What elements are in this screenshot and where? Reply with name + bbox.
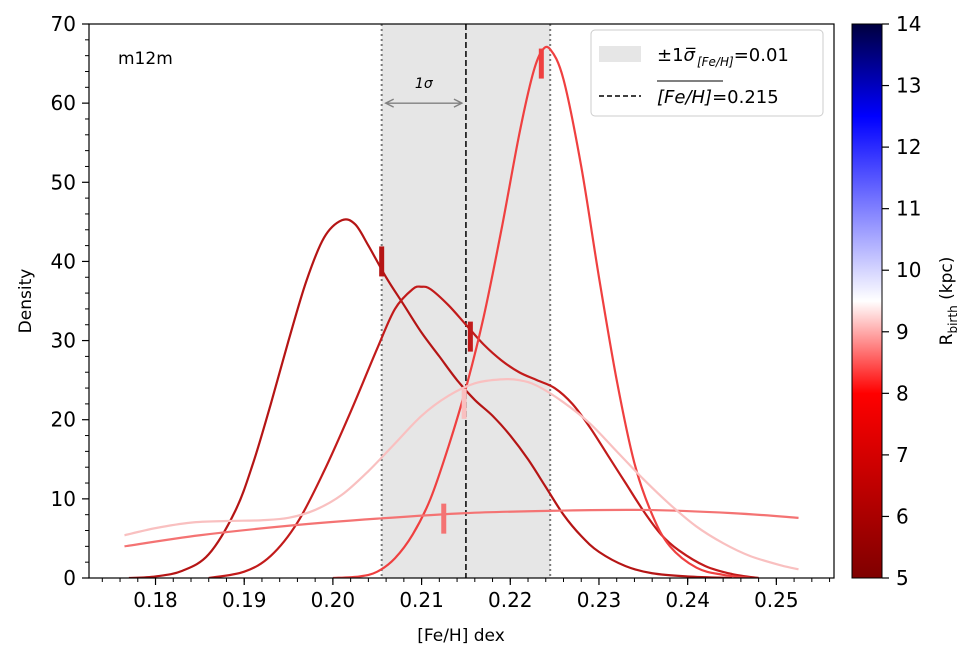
density-curve-5	[124, 377, 799, 571]
x-tick-label: 0.25	[754, 588, 799, 612]
colorbar-tick-label: 13	[896, 74, 921, 98]
density-curve-4	[124, 508, 799, 548]
y-tick-label: 70	[51, 12, 76, 36]
y-axis-ticks: 0 10 20 30 40 50 60 70	[51, 12, 89, 590]
y-tick-label: 40	[51, 249, 76, 273]
mean-marker-5	[461, 388, 467, 419]
x-axis-label: [Fe/H] dex	[417, 626, 505, 646]
y-tick-label: 50	[51, 170, 76, 194]
colorbar-tick-label: 12	[896, 135, 921, 159]
colorbar: 5 6 7 8 9 10 11 12 13 14 Rbirth (kpc)	[851, 12, 960, 590]
x-axis-ticks: 0.18 0.19 0.20 0.21 0.22 0.23 0.24 0.25	[101, 578, 831, 612]
mean-marker-4	[441, 503, 447, 534]
legend-band-sub: [Fe/H]	[697, 55, 734, 69]
x-tick-label: 0.19	[222, 588, 267, 612]
mean-marker-3	[538, 48, 544, 79]
colorbar-gradient	[851, 23, 883, 579]
y-tick-label: 0	[63, 566, 76, 590]
density-curve-2	[208, 285, 759, 578]
mean-marker-2	[467, 321, 473, 352]
legend-band-prefix: ±1	[657, 45, 684, 66]
colorbar-tick-label: 14	[896, 12, 921, 36]
sigma-arrowhead-right	[453, 98, 464, 108]
colorbar-label-main: R	[937, 333, 957, 345]
x-tick-label: 0.23	[577, 588, 622, 612]
y-tick-label: 20	[51, 408, 76, 432]
colorbar-tick-label: 10	[896, 258, 921, 282]
sigma-arrowhead-left	[384, 98, 394, 108]
colorbar-label: Rbirth (kpc)	[937, 257, 960, 346]
sigma-label: 1σ	[415, 76, 434, 92]
legend-box	[590, 29, 824, 117]
legend-entry-mean: [Fe/H]=0.215	[657, 87, 779, 108]
y-axis-label: Density	[16, 269, 36, 334]
mean-markers	[379, 48, 544, 534]
density-curve-1	[128, 218, 733, 578]
legend: ±1σ̅ [Fe/H]=0.01 [Fe/H]=0.215	[590, 29, 824, 117]
colorbar-tick-label: 6	[896, 504, 909, 528]
mean-marker-1	[379, 246, 385, 277]
annotation-label: m12m	[118, 49, 173, 69]
x-tick-label: 0.24	[665, 588, 710, 612]
y-tick-label: 30	[51, 329, 76, 353]
x-tick-label: 0.22	[488, 588, 533, 612]
plot-frame	[88, 23, 835, 579]
colorbar-tick-label: 8	[896, 381, 909, 405]
y-tick-label: 10	[51, 487, 76, 511]
y-tick-label: 60	[51, 91, 76, 115]
legend-swatch-band	[599, 46, 641, 62]
colorbar-tick-label: 11	[896, 197, 921, 221]
x-tick-label: 0.21	[399, 588, 444, 612]
colorbar-label-unit: (kpc)	[937, 257, 957, 306]
legend-mean-value: =0.215	[712, 87, 779, 108]
x-tick-label: 0.18	[133, 588, 178, 612]
x-tick-label: 0.20	[311, 588, 356, 612]
legend-mean-symbol: [Fe/H]	[657, 87, 712, 108]
density-curves	[124, 45, 799, 578]
colorbar-tick-label: 5	[896, 566, 909, 590]
colorbar-tick-label: 7	[896, 443, 909, 467]
legend-band-sigma-bar: σ̅	[684, 45, 697, 66]
sigma-annotation: 1σ	[384, 76, 464, 108]
colorbar-tick-label: 9	[896, 320, 909, 344]
legend-band-value: =0.01	[734, 45, 789, 66]
legend-entry-band: ±1σ̅ [Fe/H]=0.01	[657, 45, 789, 69]
colorbar-label-sub: birth	[946, 305, 960, 333]
colorbar-ticks: 5 6 7 8 9 10 11 12 13 14	[882, 12, 921, 590]
